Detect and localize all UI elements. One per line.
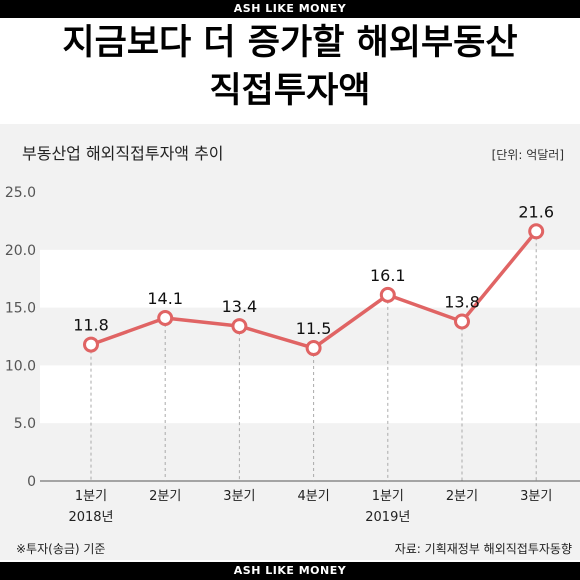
unit-label: [단위: 억달러]: [491, 148, 564, 162]
y-tick-label: 15.0: [5, 301, 36, 317]
x-tick-label: 2분기: [446, 489, 478, 504]
y-tick-label: 0: [27, 474, 36, 490]
headline-line-1: 지금보다 더 증가할 해외부동산: [62, 23, 518, 63]
x-year-label: 2019년: [365, 510, 410, 525]
data-point: [157, 310, 174, 327]
y-tick-label: 5.0: [14, 416, 36, 432]
data-label: 11.8: [73, 316, 109, 335]
x-tick-label: 2분기: [149, 489, 181, 504]
x-year-label: 2018년: [68, 510, 113, 525]
y-tick-label: 10.0: [5, 358, 36, 374]
data-label: 11.5: [296, 319, 332, 338]
y-tick-label: 20.0: [5, 243, 36, 259]
y-tick-label: 25.0: [5, 185, 36, 201]
data-point: [231, 318, 248, 335]
data-point: [83, 336, 99, 353]
grid-band: [40, 249, 580, 308]
x-tick-label: 4분기: [297, 489, 329, 504]
chart-title: 부동산업 해외직접투자액 추이: [22, 144, 224, 163]
data-point: [379, 286, 396, 303]
data-label: 14.1: [147, 289, 183, 308]
x-tick-label: 1분기: [75, 489, 107, 504]
bottom-banner: ASH LIKE MONEY: [0, 562, 580, 580]
data-point: [528, 223, 545, 240]
data-point: [305, 340, 322, 357]
data-label: 13.8: [444, 292, 480, 311]
x-tick-label: 3분기: [520, 489, 552, 504]
grid-band: [40, 365, 580, 424]
headline-line-2: 직접투자액: [209, 71, 371, 111]
data-point: [454, 313, 470, 330]
top-banner: ASH LIKE MONEY: [0, 0, 580, 18]
data-label: 13.4: [222, 297, 258, 316]
x-tick-label: 3분기: [223, 489, 255, 504]
data-label: 16.1: [370, 266, 406, 285]
x-tick-label: 1분기: [372, 489, 404, 504]
footnote: ※투자(송금) 기준: [16, 542, 106, 556]
data-label: 21.6: [518, 202, 554, 221]
source-note: 자료: 기획재정부 해외직접투자동향: [394, 542, 572, 556]
